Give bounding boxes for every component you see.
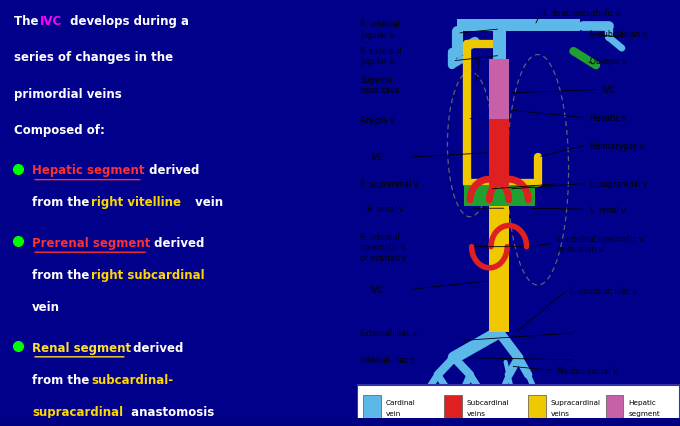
Text: L. subclavian v.: L. subclavian v. — [590, 29, 649, 39]
Bar — [528, 395, 546, 418]
Text: vein: vein — [386, 410, 401, 416]
Bar — [363, 395, 381, 418]
Text: External iliac v.: External iliac v. — [360, 328, 419, 338]
Text: Median sacral v.: Median sacral v. — [558, 366, 619, 375]
Bar — [490, 119, 509, 192]
Bar — [490, 192, 509, 332]
Text: IVC: IVC — [602, 86, 615, 95]
Text: right vitelline: right vitelline — [91, 196, 181, 209]
Text: Hepatic segment: Hepatic segment — [32, 164, 145, 177]
Bar — [444, 395, 462, 418]
Bar — [357, 418, 680, 426]
Text: L. internal spermatic v.
or ovarian v.: L. internal spermatic v. or ovarian v. — [558, 234, 645, 253]
Text: Oblique v.: Oblique v. — [590, 57, 628, 66]
Bar — [606, 395, 624, 418]
Text: IVC: IVC — [370, 153, 383, 162]
Text: subcardinal-: subcardinal- — [91, 373, 173, 386]
Text: from the: from the — [32, 196, 94, 209]
Bar — [357, 386, 680, 426]
Text: R. internal
spermatic v.
or ovarian v.: R. internal spermatic v. or ovarian v. — [360, 232, 408, 262]
Text: vein: vein — [191, 196, 223, 209]
Text: Subcardinal: Subcardinal — [466, 399, 509, 405]
Text: Internal iliac v.: Internal iliac v. — [360, 355, 417, 365]
Text: R. external
jugular v.: R. external jugular v. — [360, 46, 402, 66]
Text: L. suprarenal v.: L. suprarenal v. — [590, 179, 649, 189]
Text: series of changes in the: series of changes in the — [14, 51, 173, 64]
Text: Cardinal: Cardinal — [386, 399, 415, 405]
Text: Renal segment: Renal segment — [32, 341, 131, 354]
Text: Composed of:: Composed of: — [14, 124, 105, 136]
Text: Azygos v.: Azygos v. — [360, 115, 396, 125]
Bar — [0, 418, 357, 426]
Text: primordial veins: primordial veins — [14, 87, 122, 100]
Bar — [490, 60, 509, 119]
Bar — [457, 20, 580, 32]
Text: right subcardinal: right subcardinal — [91, 268, 205, 281]
Text: R. suprarenal v.: R. suprarenal v. — [360, 179, 420, 189]
Text: R. renal v.: R. renal v. — [367, 204, 405, 213]
Text: from the: from the — [32, 268, 94, 281]
Text: R. internal
jugular v.: R. internal jugular v. — [360, 20, 400, 40]
Text: supracardinal: supracardinal — [32, 405, 123, 417]
Text: Prerenal segment: Prerenal segment — [32, 236, 150, 249]
Text: L. renal v.: L. renal v. — [590, 205, 627, 214]
Text: develops during a: develops during a — [66, 15, 189, 28]
Text: from the: from the — [32, 373, 94, 386]
Text: derived: derived — [145, 164, 199, 177]
Bar — [492, 28, 505, 60]
Text: Supracardinal: Supracardinal — [551, 399, 601, 405]
Text: The: The — [14, 15, 43, 28]
Text: derived: derived — [150, 236, 204, 249]
Text: IVC: IVC — [40, 15, 63, 28]
Text: anastomosis: anastomosis — [126, 405, 214, 417]
Text: Superior
vena cava: Superior vena cava — [360, 75, 399, 95]
Text: Hemiazygos v.: Hemiazygos v. — [590, 141, 645, 150]
Text: veins: veins — [466, 410, 486, 416]
Bar — [464, 185, 534, 207]
Text: vein: vein — [32, 300, 60, 313]
Text: IVC: IVC — [370, 285, 383, 294]
Text: Hepatic v.: Hepatic v. — [590, 114, 628, 123]
Text: L. brachiocephalic v.: L. brachiocephalic v. — [544, 9, 623, 18]
Text: veins: veins — [551, 410, 570, 416]
Text: derived: derived — [129, 341, 183, 354]
Text: segment: segment — [628, 410, 660, 416]
Text: Hepatic: Hepatic — [628, 399, 656, 405]
Text: L. common iliac v.: L. common iliac v. — [571, 286, 639, 295]
